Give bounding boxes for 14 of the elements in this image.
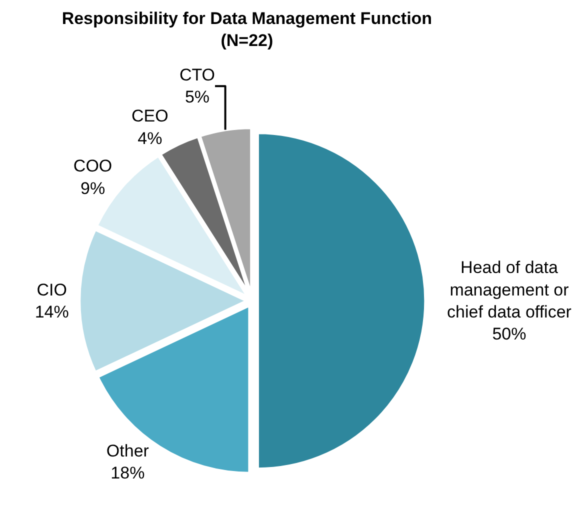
slice-label: CIO (36, 280, 67, 300)
chart-subtitle: (N=22) (220, 30, 274, 50)
data-label: 5% (184, 88, 210, 107)
data-label: 18% (110, 463, 145, 482)
data-label: 4% (138, 128, 162, 148)
slice-label: Head of data management or chief data officer (447, 258, 572, 322)
slice-label: Other (106, 441, 150, 460)
slice-label: CTO (179, 66, 216, 85)
slice-label: COO (73, 156, 112, 176)
chart-title: Responsibility for Data Management Function (62, 8, 432, 28)
data-label: 50% (492, 324, 526, 344)
slice-label: CEO (132, 106, 168, 126)
data-label: 9% (80, 178, 106, 198)
data-label: 14% (34, 302, 69, 322)
